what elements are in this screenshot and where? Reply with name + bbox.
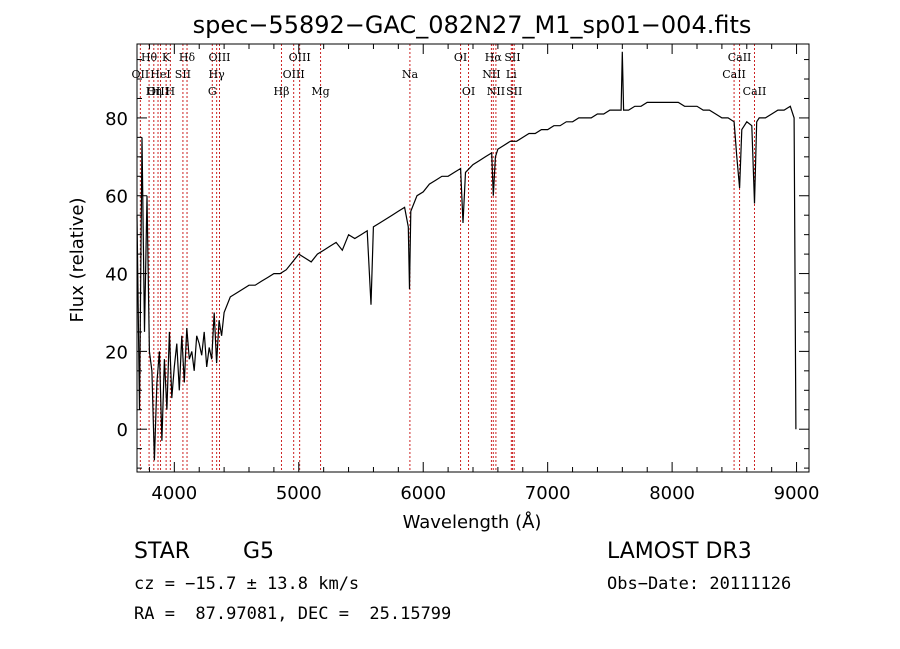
line-label-25: CaII [728, 51, 752, 64]
x-tick-label-5: 9000 [774, 483, 820, 504]
line-label-4: HeI [150, 68, 170, 81]
y-tick-label-1: 20 [105, 342, 128, 363]
survey-name: LAMOST DR3 [607, 539, 752, 564]
y-axis-label: Flux (relative) [67, 197, 88, 322]
line-label-13: OIII [283, 68, 305, 81]
line-label-0: Hθ [141, 51, 158, 64]
line-label-22: Li [506, 68, 517, 81]
object-subclass: G5 [243, 539, 275, 564]
x-tick-label-3: 7000 [525, 483, 571, 504]
x-tick-label-2: 6000 [400, 483, 446, 504]
emission-line-markers [139, 44, 755, 472]
redshift-cz: cz = −15.7 ± 13.8 km/s [134, 574, 360, 594]
line-label-19: Hα [485, 51, 503, 64]
line-label-12: OIII [289, 51, 311, 64]
line-label-2: OIII [147, 85, 169, 98]
line-label-5: K [162, 51, 171, 64]
line-label-23: NII [487, 85, 505, 98]
x-tick-label-1: 5000 [276, 483, 322, 504]
line-label-20: SII [504, 51, 520, 64]
line-label-8: Hδ [179, 51, 196, 64]
line-label-3: Hη [146, 85, 162, 98]
y-tick-label-2: 40 [105, 265, 128, 286]
line-label-24: SII [506, 85, 522, 98]
y-axis-ticks: 0 20 40 60 80 [105, 59, 809, 469]
x-axis-ticks: 4000 5000 6000 7000 8000 9000 [148, 44, 820, 504]
line-label-10: Hγ [209, 68, 226, 81]
line-label-1: OII [132, 68, 150, 81]
plot-frame [136, 43, 810, 473]
line-label-7: H [166, 85, 176, 98]
line-label-9: OIII [208, 51, 230, 64]
line-label-16: Na [402, 68, 419, 81]
y-tick-label-4: 80 [105, 109, 128, 130]
object-class: STAR [134, 539, 191, 564]
spectrum-line [136, 51, 797, 461]
line-label-15: Mg [311, 85, 329, 98]
x-tick-label-0: 4000 [151, 483, 197, 504]
line-label-6: SII [175, 68, 191, 81]
x-axis-label: Wavelength (Å) [403, 511, 542, 533]
spectrum-chart: spec−55892−GAC_082N27_M1_sp01−004.fits W… [67, 11, 820, 533]
y-tick-label-0: 0 [117, 420, 128, 441]
line-label-14: Hβ [274, 85, 290, 98]
observation-date: Obs−Date: 20111126 [607, 574, 792, 594]
y-tick-label-3: 60 [105, 187, 128, 208]
line-label-11: G [208, 85, 217, 98]
x-tick-label-4: 8000 [649, 483, 695, 504]
line-label-18: OI [462, 85, 475, 98]
coordinates: RA = 87.97081, DEC = 25.15799 [134, 604, 452, 624]
line-label-17: OI [454, 51, 467, 64]
line-label-27: CaII [743, 85, 767, 98]
line-label-26: CaII [722, 68, 746, 81]
line-label-21: NII [482, 68, 500, 81]
chart-title: spec−55892−GAC_082N27_M1_sp01−004.fits [193, 11, 752, 39]
